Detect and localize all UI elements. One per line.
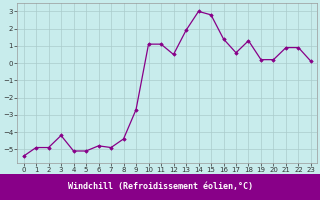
Text: Windchill (Refroidissement éolien,°C): Windchill (Refroidissement éolien,°C) <box>68 182 252 192</box>
